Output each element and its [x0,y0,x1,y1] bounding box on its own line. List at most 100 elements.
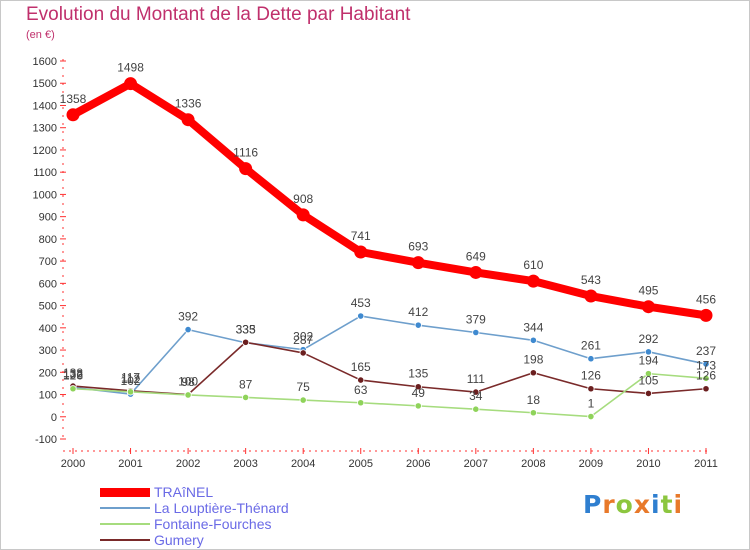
x-tick-label: 2006 [406,458,430,470]
y-tick-label: 100 [39,390,57,402]
legend-label-trainel: TRAîNEL [154,484,214,500]
data-label-3: 138 [63,366,83,380]
data-point-1 [529,336,537,344]
data-point-2 [242,393,250,402]
y-tick-label: 1100 [33,167,57,179]
data-point-2 [414,402,422,410]
data-label-0: 693 [408,240,428,254]
data-point-0 [699,308,713,322]
logo-letter: i [651,490,661,519]
y-tick-label: 500 [39,301,57,313]
legend-swatch-louptiere [100,507,150,509]
data-point-2 [184,391,192,399]
chart-unit: (en €) [26,29,55,41]
legend-item-louptiere: La Louptière-Thénard [100,500,289,516]
data-point-3 [587,385,595,393]
data-label-1: 302 [293,330,313,344]
data-point-1 [184,326,192,334]
data-label-2: 126 [63,369,83,383]
legend-item-gumery: Gumery [100,532,289,548]
data-point-0 [641,300,655,314]
y-tick-label: 1500 [33,78,57,90]
x-tick-label: 2007 [464,458,488,470]
legend-item-fontaine: Fontaine-Fourches [100,516,289,532]
data-point-3 [357,376,365,384]
y-tick-label: 600 [39,278,57,290]
logo-letter: x [633,490,651,519]
data-label-1: 412 [408,305,428,319]
data-label-2: 34 [469,389,483,403]
data-point-1 [644,348,653,356]
data-label-2: 173 [696,358,716,372]
data-label-0: 908 [293,192,313,206]
data-label-1: 102 [121,374,141,388]
y-tick-label: 200 [39,367,57,379]
logo-letter: r [602,490,616,519]
data-label-2: 1 [588,397,595,411]
data-label-0: 543 [581,273,601,287]
data-point-3 [242,338,250,346]
x-tick-label: 2005 [348,458,372,470]
data-point-2 [299,396,307,404]
data-label-1: 292 [638,332,658,346]
logo-letter: i [673,490,684,519]
data-label-0: 610 [523,258,543,272]
y-tick-label: 1600 [33,56,57,68]
data-label-0: 649 [466,249,486,263]
data-label-2: 49 [412,386,426,400]
legend-label-louptiere: La Louptière-Thénard [154,500,289,516]
data-point-3 [472,388,480,396]
data-label-2: 112 [121,372,140,386]
data-label-2: 75 [297,380,311,394]
y-tick-label: 1300 [33,123,57,135]
x-tick-label: 2002 [176,458,200,470]
data-point-1 [357,312,365,320]
data-label-3: 135 [408,367,428,381]
data-point-0 [526,274,540,288]
chart-title: Evolution du Montant de la Dette par Hab… [26,4,411,25]
data-point-2 [644,370,653,378]
data-label-3: 126 [696,369,716,383]
chart-legend: TRAîNEL La Louptière-Thénard Fontaine-Fo… [100,484,289,548]
data-label-1: 453 [351,296,371,310]
x-tick-label: 2000 [61,458,85,470]
data-label-1: 333 [236,323,256,337]
x-tick-label: 2009 [579,458,603,470]
data-point-1 [414,321,422,329]
series-line-1 [72,315,707,395]
data-point-0 [584,289,598,303]
logo-letter: t [660,490,674,519]
data-label-0: 741 [351,229,371,243]
y-tick-label: 300 [39,345,57,357]
y-tick-label: 1400 [33,100,57,112]
chart-axes: -100010020030040050060070080090010001100… [33,56,718,470]
data-label-3: 165 [351,360,371,374]
x-tick-label: 2003 [233,458,257,470]
proxiti-logo: Proxiti [583,490,683,519]
x-tick-label: 2010 [636,458,660,470]
y-tick-label: 1200 [33,145,57,157]
data-point-0 [124,77,138,91]
data-label-3: 117 [121,371,140,385]
data-label-3: 335 [236,322,256,336]
data-label-2: 63 [354,383,368,397]
data-point-3 [702,385,710,393]
series-line-2 [72,372,707,418]
y-tick-label: 800 [39,234,57,246]
data-point-0 [469,265,483,279]
y-tick-label: 1000 [33,189,57,201]
legend-swatch-fontaine [100,523,150,525]
x-tick-label: 2011 [694,458,718,470]
y-tick-label: 700 [39,256,57,268]
data-label-1: 379 [466,312,486,326]
data-label-0: 1336 [175,97,202,111]
data-label-2: 87 [239,377,253,391]
data-point-3 [644,389,653,398]
data-point-1 [702,360,710,368]
y-tick-label: -100 [35,434,57,446]
data-label-3: 287 [293,333,313,347]
data-label-3: 126 [581,369,601,383]
logo-letter: o [615,490,634,519]
data-label-1: 132 [63,367,83,381]
